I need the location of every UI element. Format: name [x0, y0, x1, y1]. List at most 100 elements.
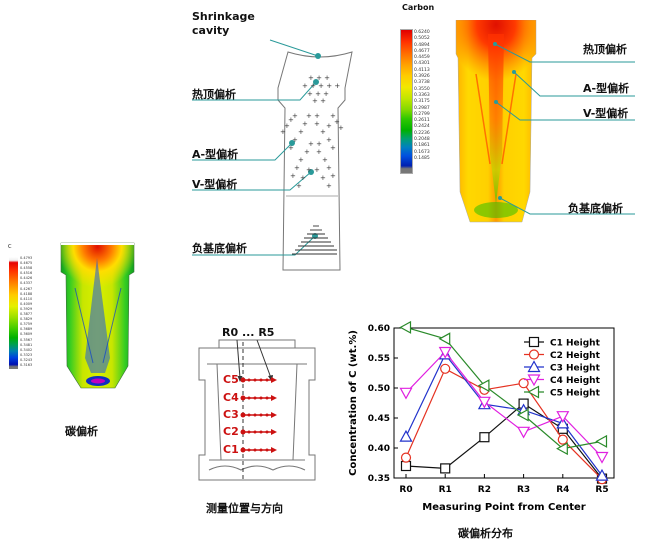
svg-text:+: +: [338, 124, 344, 132]
left-caption: 碳偏析: [65, 425, 98, 438]
carbon-scale-20: 0.1485: [414, 155, 430, 161]
left-scale-2: 0.4558: [20, 266, 33, 271]
carbon-scale-14: 0.2611: [414, 118, 430, 124]
y-tick-label: 0.35: [368, 474, 390, 484]
legend-label: C3 Height: [550, 364, 601, 374]
left-scale-14: 0.3689: [20, 327, 33, 332]
svg-text:+ + + + +: + + + + +: [302, 82, 340, 90]
svg-text:+: +: [298, 156, 304, 164]
left-scale-13: 0.3759: [20, 322, 33, 327]
left-scale-0: 0.4793: [20, 256, 33, 260]
carbon-scale-3: 0.4677: [414, 48, 430, 54]
measurement-caption: 测量位置与方向: [206, 502, 283, 515]
x-tick-label: R5: [595, 485, 608, 495]
segregation-schematic: + + + + + + + + + + + + + ++ ++ ++ ++ + …: [192, 39, 353, 271]
measurement-diagram: [198, 339, 316, 481]
series-point: [399, 387, 413, 400]
series-line-2: [405, 367, 603, 480]
series-line-1: [405, 402, 603, 479]
y-tick-label: 0.40: [368, 444, 390, 454]
carbon-scale-5: 0.4301: [414, 61, 430, 67]
left-scale-5: 0.4337: [20, 281, 33, 286]
legend-marker: [527, 374, 541, 387]
svg-text:+: +: [294, 164, 300, 172]
series-point: [557, 434, 568, 445]
x-tick-label: R0: [399, 485, 412, 495]
series-line-4: [405, 351, 603, 458]
series-point: [516, 408, 529, 422]
left-scale-18: 0.3402: [20, 347, 33, 352]
x-tick-label: R1: [439, 485, 452, 495]
chart-caption: 碳偏析分布: [458, 527, 513, 540]
left-scale-10: 0.3929: [20, 306, 33, 311]
series-point: [400, 460, 412, 472]
carbon-colorbar: [400, 29, 413, 174]
svg-text:+: +: [284, 122, 290, 130]
svg-text:+: +: [326, 182, 332, 190]
carbon-scale-1: 0.5052: [414, 36, 430, 42]
plot-frame: [393, 327, 615, 479]
carbon-scale-6: 0.4113: [414, 67, 430, 73]
svg-text:+: +: [304, 148, 310, 156]
legend-label: C1 Height: [550, 339, 601, 349]
label-a-type: A-型偏析: [192, 148, 239, 161]
left-scale-15: 0.3609: [20, 332, 33, 337]
legend-label: C4 Height: [550, 376, 601, 386]
measurement-c3: C3: [223, 408, 239, 421]
left-scale-7: 0.4188: [20, 291, 33, 296]
carbon-legend-title: Carbon: [402, 3, 435, 12]
series-point: [438, 346, 452, 359]
left-scale-8: 0.4110: [20, 296, 33, 301]
y-axis-label: Concentration of C (wt.%): [348, 330, 359, 476]
svg-text:+: +: [316, 148, 322, 156]
left-scale: 0.4793 0.4675 0.4558 0.4516 0.4426 0.433…: [20, 256, 32, 368]
label-negative: 负基底偏析: [192, 242, 247, 255]
left-scale-17: 0.3481: [20, 342, 33, 347]
left-legend-title: C: [8, 244, 12, 250]
left-legend: C: [8, 244, 12, 250]
svg-text:+ +: + +: [306, 112, 320, 120]
carbon-label-negative: 负基底偏析: [568, 202, 623, 215]
measurement-arrows: [240, 377, 277, 453]
svg-text:+: +: [300, 174, 306, 182]
series-point: [477, 396, 491, 409]
series-point: [440, 463, 451, 474]
svg-text:+: +: [280, 128, 286, 136]
left-scale-12: 0.3829: [20, 317, 33, 322]
series-point: [477, 379, 490, 393]
svg-text:+: +: [334, 118, 340, 126]
left-scale-9: 0.4009: [20, 301, 33, 306]
legend-label: C5 Height: [550, 389, 601, 399]
svg-text:+: +: [326, 164, 332, 172]
svg-text:+: +: [288, 116, 294, 124]
series-point: [556, 442, 568, 456]
left-scale-4: 0.4426: [20, 276, 33, 281]
left-scale-20: 0.3243: [20, 357, 33, 362]
series-point: [595, 434, 608, 448]
x-tick-label: R4: [556, 485, 569, 495]
left-scale-16: 0.3567: [20, 337, 33, 342]
svg-text:+ +: + +: [312, 97, 326, 105]
series-line-3: [405, 353, 603, 476]
svg-text:+: +: [330, 144, 336, 152]
series-line-5: [405, 326, 603, 450]
svg-text:+: +: [330, 112, 336, 120]
carbon-scale-18: 0.1861: [414, 143, 430, 149]
svg-text:+: +: [298, 128, 304, 136]
left-scale-6: 0.4267: [20, 286, 33, 291]
svg-text:+: +: [326, 136, 332, 144]
left-scale-21: 0.3163: [20, 362, 33, 367]
y-tick-label: 0.55: [368, 354, 390, 364]
series-point: [479, 432, 490, 443]
svg-text:+: +: [290, 172, 296, 180]
carbon-scale-0: 0.6240: [414, 30, 430, 35]
carbon-scale-10: 0.3363: [414, 92, 430, 98]
svg-text:+: +: [302, 120, 308, 128]
carbon-scale-7: 0.3926: [414, 74, 430, 80]
label-shrinkage: Shrinkage: [192, 10, 255, 23]
left-scale-3: 0.4516: [20, 271, 33, 276]
legend-label: C2 Height: [550, 351, 601, 361]
left-scale-1: 0.4675: [20, 261, 33, 266]
carbon-scale-16: 0.2236: [414, 130, 430, 136]
series-point: [517, 426, 531, 439]
